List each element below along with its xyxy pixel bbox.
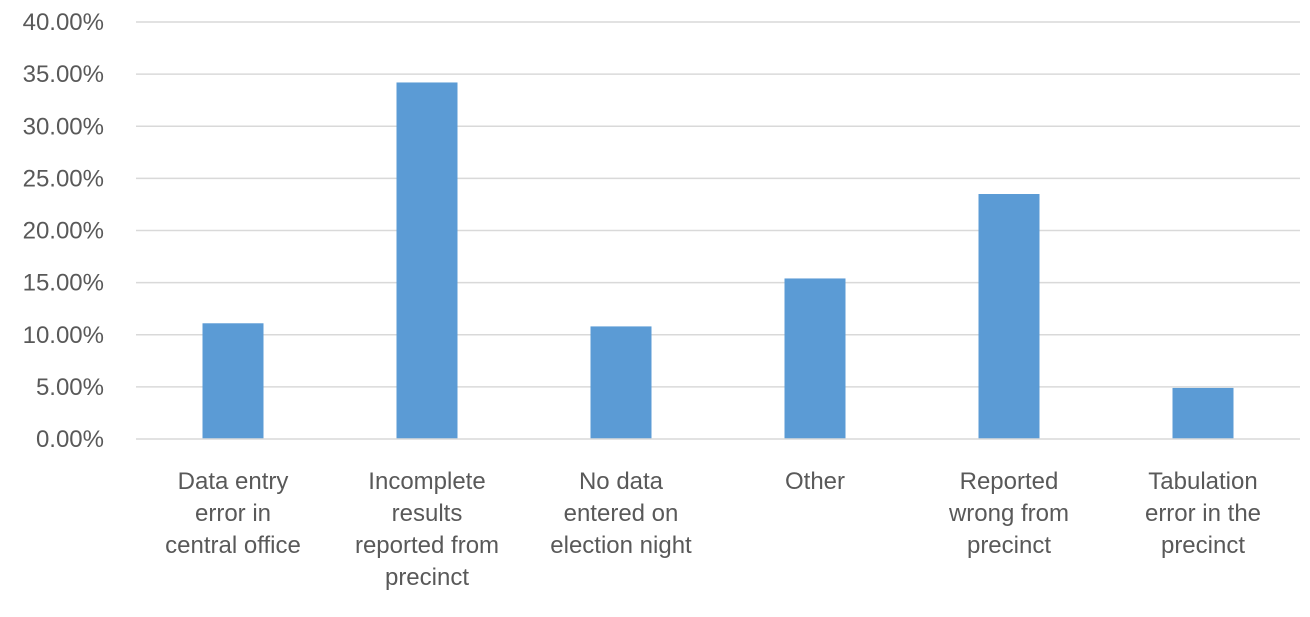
x-category-label-line: Tabulation [1148, 468, 1257, 495]
x-category-label: No data entered on election night [550, 468, 692, 559]
x-category-label-line: election night [550, 532, 692, 559]
x-axis-category-labels: Data entry error in central office Incomple… [165, 468, 1261, 591]
x-category-label-line: reported from [355, 532, 499, 559]
x-category-label-line: Other [785, 468, 845, 495]
x-category-label-line: error in the [1145, 500, 1261, 527]
x-category-label-line: precinct [967, 532, 1051, 559]
y-tick-label: 40.00% [23, 9, 104, 36]
x-category-label-line: precinct [385, 564, 469, 591]
x-category-label: Other [785, 468, 845, 495]
bar [978, 194, 1040, 439]
x-category-label-line: Incomplete [368, 468, 485, 495]
x-category-label-line: No data [579, 468, 664, 495]
x-category-label: Tabulation error in the precinct [1145, 468, 1261, 559]
y-tick-label: 10.00% [23, 322, 104, 349]
x-category-label: Reported wrong from precinct [948, 468, 1069, 559]
x-category-label-line: precinct [1161, 532, 1245, 559]
y-axis-tick-labels: 0.00% 5.00% 10.00% 15.00% 20.00% 25.00% 30.00%… [23, 9, 104, 453]
y-tick-label: 0.00% [36, 426, 104, 453]
x-category-label-line: results [392, 500, 463, 527]
x-category-label: Data entry error in central office [165, 468, 301, 559]
x-category-label: Incomplete results reported from precinct [355, 468, 499, 591]
y-tick-label: 30.00% [23, 113, 104, 140]
bar [784, 278, 846, 439]
x-category-label-line: central office [165, 532, 301, 559]
x-category-label-line: wrong from [948, 500, 1069, 527]
gridlines [136, 21, 1300, 388]
y-tick-label: 5.00% [36, 374, 104, 401]
y-tick-label: 25.00% [23, 165, 104, 192]
bar [1172, 387, 1234, 439]
x-category-label-line: entered on [564, 500, 679, 527]
bar [590, 326, 652, 439]
x-category-label-line: error in [195, 500, 271, 527]
bar [396, 82, 458, 439]
x-category-label-line: Reported [960, 468, 1059, 495]
y-tick-label: 15.00% [23, 270, 104, 297]
bar [202, 323, 264, 439]
x-category-label-line: Data entry [178, 468, 289, 495]
bars [202, 82, 1234, 439]
y-tick-label: 35.00% [23, 61, 104, 88]
y-tick-label: 20.00% [23, 218, 104, 245]
